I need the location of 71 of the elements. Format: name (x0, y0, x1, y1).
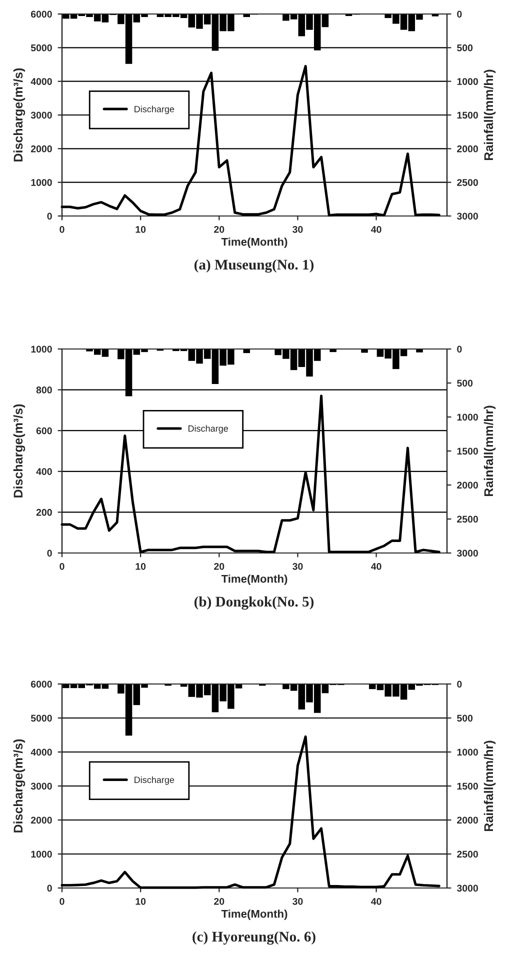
y2-tick-label: 3000 (456, 212, 478, 220)
y-tick-label: 400 (36, 468, 52, 476)
legend-label: Discharge (134, 776, 174, 785)
y2-tick-label: 1500 (457, 112, 478, 119)
y2-tick-label: 1000 (457, 748, 478, 756)
y2-tick-label: 2000 (457, 145, 478, 152)
x-axis-title: Time(Month) (221, 238, 288, 248)
x-tick-label: 30 (292, 562, 303, 570)
y-tick-label: 800 (36, 386, 52, 394)
x-axis-title: Time(Month) (221, 574, 288, 585)
legend-label: Discharge (134, 106, 174, 114)
x-tick-label: 20 (214, 226, 224, 233)
y2-tick-label: 0 (457, 346, 462, 353)
y-tick-label: 3000 (30, 782, 52, 790)
y2-tick-label: 500 (457, 44, 473, 52)
y-tick-label: 5000 (30, 44, 52, 52)
y-tick-label: 0 (47, 550, 52, 557)
y-tick-label: 4000 (30, 78, 52, 85)
y-tick-label: 200 (36, 508, 52, 516)
y2-tick-label: 2500 (457, 516, 478, 523)
x-tick-label: 10 (136, 226, 146, 233)
y2-tick-label: 0 (457, 10, 462, 18)
y-tick-label: 1000 (31, 346, 52, 353)
y2-tick-label: 1000 (457, 78, 478, 85)
y-tick-label: 0 (47, 884, 52, 892)
y2-axis-title: Rainfall(mm/hr) (484, 740, 496, 831)
y-axis-title: Discharge(m³/s) (13, 404, 26, 498)
y2-tick-label: 1000 (457, 414, 478, 421)
y2-tick-label: 3000 (456, 884, 478, 892)
y-tick-label: 1000 (31, 850, 52, 858)
x-tick-label: 30 (292, 898, 303, 905)
x-tick-label: 20 (214, 562, 224, 570)
y2-tick-label: 0 (457, 680, 462, 688)
y2-axis-title: Rainfall(mm/hr) (484, 70, 496, 160)
y2-tick-label: 2000 (457, 482, 478, 489)
y-tick-label: 4000 (30, 748, 52, 756)
text: (a) Museung(No. 1) (194, 259, 314, 273)
y-tick-label: 5000 (30, 714, 52, 722)
y-tick-label: 600 (36, 427, 52, 434)
y2-tick-label: 500 (457, 380, 473, 387)
x-tick-label: 40 (371, 562, 382, 570)
x-axis-title: Time(Month) (221, 910, 288, 920)
y-tick-label: 1000 (31, 179, 52, 186)
y2-tick-label: 2000 (457, 816, 478, 824)
y-tick-label: 3000 (30, 112, 52, 119)
y2-axis-title: Rainfall(mm/hr) (484, 406, 496, 496)
x-tick-label: 20 (214, 898, 224, 905)
y-tick-label: 2000 (30, 816, 52, 824)
x-tick-label: 10 (136, 898, 146, 905)
x-tick-label: 0 (60, 562, 64, 570)
text: (b) Dongkok(No. 5) (194, 596, 314, 610)
y-axis-title: Discharge(m³/s) (13, 68, 26, 162)
y2-tick-label: 2500 (457, 179, 478, 186)
x-tick-label: 0 (60, 898, 64, 905)
x-tick-label: 10 (136, 562, 146, 570)
y2-tick-label: 2500 (457, 850, 478, 858)
y-tick-label: 2000 (30, 145, 52, 152)
y-tick-label: 6000 (31, 680, 52, 688)
y2-tick-label: 500 (457, 714, 473, 722)
y-tick-label: 0 (47, 212, 52, 220)
y-axis-title: Discharge(m³/s) (13, 739, 26, 832)
x-tick-label: 30 (292, 226, 303, 233)
x-tick-label: 40 (371, 898, 382, 905)
x-tick-label: 40 (371, 226, 382, 233)
y2-tick-label: 1500 (457, 448, 478, 455)
text: (c) Hyoreung(No. 6) (192, 931, 316, 945)
x-tick-label: 0 (60, 226, 64, 233)
y-tick-label: 6000 (31, 10, 52, 18)
y2-tick-label: 3000 (456, 550, 478, 557)
y2-tick-label: 1500 (457, 782, 478, 790)
legend-label: Discharge (188, 425, 228, 434)
